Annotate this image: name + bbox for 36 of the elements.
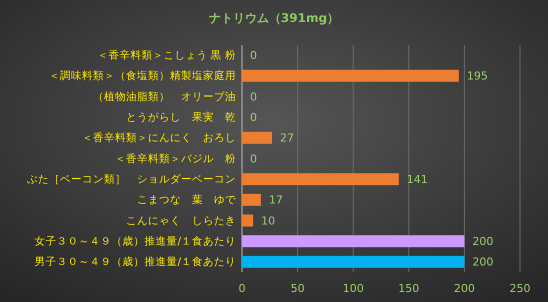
y-tick-label: ＜香辛料類＞こしょう 黒 粉 (97, 48, 236, 62)
y-tick-label: こんにゃく しらたき (126, 214, 236, 227)
y-tick-label: 女子３０～４９（歳）推進量/１食あたり (34, 234, 236, 248)
bar (242, 173, 399, 186)
data-label: 10 (261, 214, 276, 228)
bar (242, 235, 464, 248)
data-label: 200 (472, 235, 494, 248)
y-tick-label: （植物油脂類） オリーブ油 (93, 90, 236, 103)
x-tick-label: 250 (510, 282, 530, 295)
x-tick-label: 150 (398, 282, 420, 295)
x-tick-label: 0 (238, 282, 246, 295)
data-label: 0 (250, 90, 257, 104)
data-label: 195 (466, 70, 488, 83)
y-tick-label: ぶた［ベーコン類］ ショルダーベーコン (27, 174, 236, 186)
data-label: 0 (250, 152, 257, 166)
data-label: 0 (250, 48, 257, 62)
bar (242, 194, 261, 206)
y-tick-label: ＜香辛料類＞バジル 粉 (115, 152, 236, 165)
y-tick-label: ＜調味料類＞（食塩類）精製塩家庭用 (49, 69, 236, 82)
bar (242, 256, 464, 268)
x-tick-label: 200 (454, 282, 475, 295)
data-label: 0 (250, 111, 257, 124)
bar (242, 214, 254, 227)
data-label: 141 (406, 173, 428, 186)
x-tick-label: 100 (342, 282, 364, 295)
y-tick-label: 男子３０～４９（歳）推進量/１食あたり (34, 255, 236, 268)
x-tick-label: 50 (290, 282, 305, 295)
y-tick-label: こまつな 葉 ゆで (137, 193, 237, 206)
y-tick-label: とうがらし 果実 乾 (126, 110, 236, 124)
data-label: 17 (268, 194, 283, 207)
y-tick-label: ＜香辛料類＞にんにく おろし (82, 131, 236, 144)
chart-title: ナトリウム（391mg） (208, 11, 340, 25)
bar (242, 132, 272, 144)
data-label: 27 (280, 132, 294, 145)
data-label: 200 (472, 256, 494, 269)
bar (242, 70, 459, 82)
